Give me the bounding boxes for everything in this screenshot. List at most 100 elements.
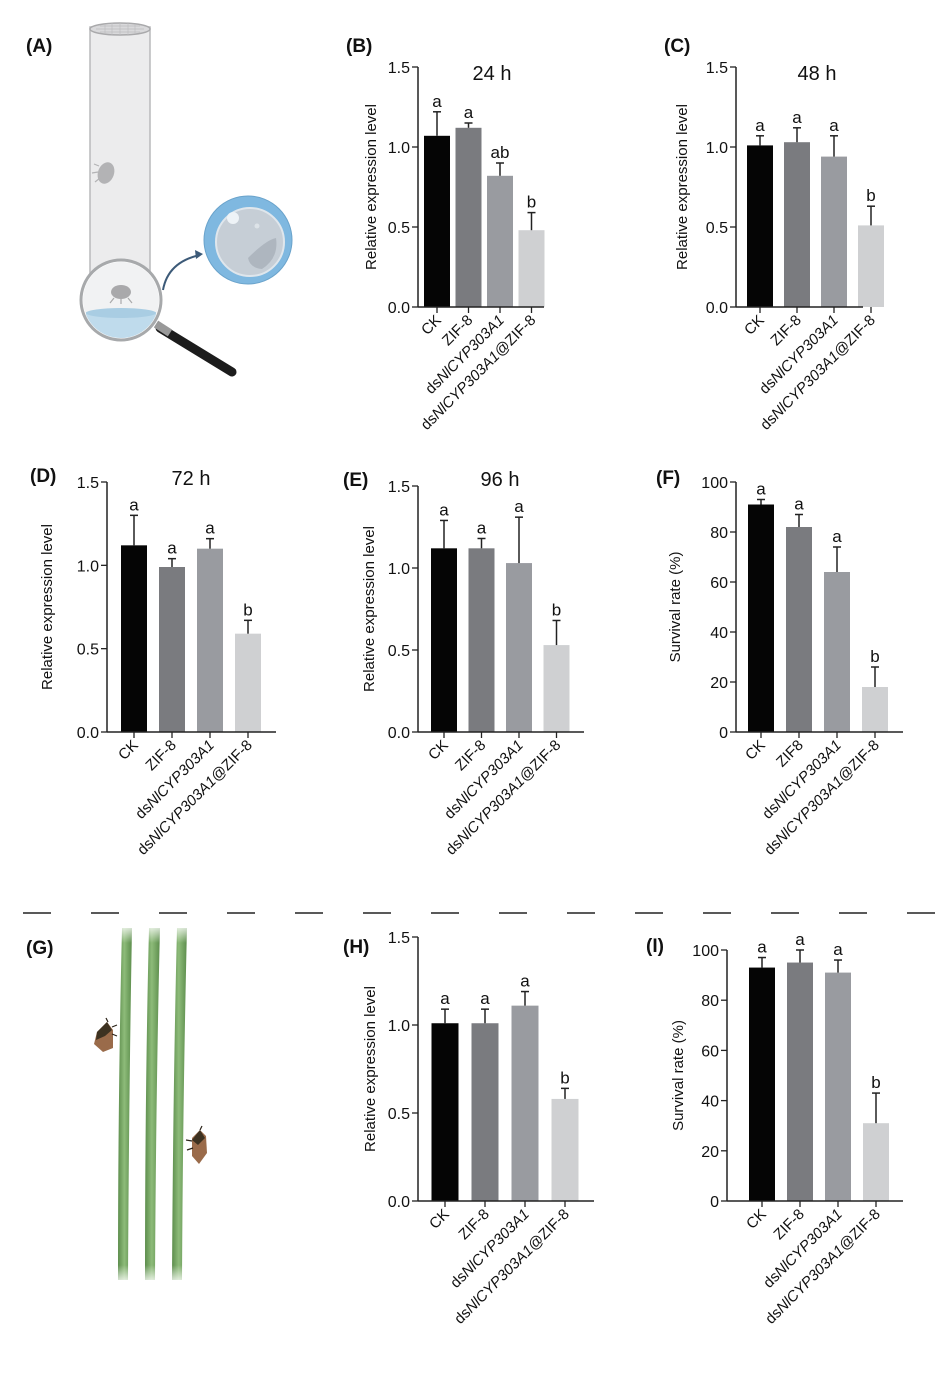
bar-ck bbox=[747, 145, 773, 307]
y-tick-label: 0 bbox=[710, 1194, 719, 1211]
significance-letter: a bbox=[464, 103, 474, 122]
magnifier-icon bbox=[79, 258, 237, 377]
bar-zif-8 bbox=[787, 962, 813, 1201]
y-tick-label: 0 bbox=[719, 725, 728, 742]
bar-zif-8 bbox=[784, 142, 810, 307]
chart-title: 96 h bbox=[481, 469, 520, 491]
arrow-head-icon bbox=[195, 250, 203, 259]
bar-dsnlcyp303a1-zif-8 bbox=[543, 645, 570, 732]
glass-tube-icon bbox=[89, 22, 151, 286]
y-axis-title: Relative expression level bbox=[362, 986, 379, 1152]
bar-dsnlcyp303a1-zif-8 bbox=[862, 687, 888, 732]
significance-letter: b bbox=[527, 193, 536, 212]
bar-dsnlcyp303a1-zif-8 bbox=[235, 633, 261, 732]
y-tick-label: 1.0 bbox=[77, 558, 99, 575]
y-tick-label: 0.5 bbox=[77, 642, 99, 659]
bar-zif-8 bbox=[468, 548, 495, 732]
panel-label: (I) bbox=[646, 936, 664, 957]
significance-letter: a bbox=[832, 527, 842, 546]
panel-label: (E) bbox=[343, 470, 368, 491]
significance-letter: a bbox=[792, 108, 802, 127]
panel-g-illustration: (G) bbox=[26, 925, 207, 1283]
bar-dsnlcyp303a1 bbox=[197, 548, 223, 732]
significance-letter: a bbox=[794, 495, 804, 514]
significance-letter: b bbox=[866, 186, 875, 205]
y-tick-label: 1.5 bbox=[77, 475, 99, 492]
droplet-icon bbox=[203, 195, 293, 285]
x-tick-label: CK bbox=[425, 737, 452, 764]
y-tick-label: 100 bbox=[701, 475, 728, 492]
y-axis-title: Relative expression level bbox=[39, 524, 56, 690]
significance-letter: b bbox=[870, 647, 879, 666]
x-tick-label: CK bbox=[742, 737, 769, 764]
planthopper-icon bbox=[185, 1125, 207, 1164]
bar-dsnlcyp303a1-zif-8 bbox=[551, 1098, 579, 1201]
chart-panel-i: (I)Survival rate (%)aCKaZIF-8adsNlCYP303… bbox=[646, 930, 903, 1328]
bar-zif-8 bbox=[455, 127, 482, 307]
significance-letter: b bbox=[243, 600, 252, 619]
significance-letter: ab bbox=[491, 143, 510, 162]
y-tick-label: 60 bbox=[710, 575, 728, 592]
panel-a-illustration: (A) bbox=[26, 22, 293, 377]
y-tick-label: 0.5 bbox=[388, 643, 410, 660]
bar-ck bbox=[748, 504, 774, 732]
y-tick-label: 1.0 bbox=[388, 561, 410, 578]
chart-panel-f: (F)Survival rate (%)aCKaZIF8adsNlCYP303A… bbox=[656, 468, 903, 859]
significance-letter: a bbox=[755, 116, 765, 135]
y-tick-label: 20 bbox=[710, 675, 728, 692]
chart-title: 24 h bbox=[473, 63, 512, 85]
bar-dsnlcyp303a1-zif-8 bbox=[858, 225, 884, 307]
panel-label: (B) bbox=[346, 36, 372, 57]
bar-zif-8 bbox=[471, 1023, 499, 1201]
y-tick-label: 1.5 bbox=[388, 60, 410, 77]
significance-letter: a bbox=[167, 539, 177, 558]
bar-dsnlcyp303a1-zif-8 bbox=[863, 1123, 889, 1201]
y-tick-label: 0.0 bbox=[77, 725, 99, 742]
significance-letter: b bbox=[552, 600, 561, 619]
panel-label: (F) bbox=[656, 468, 680, 489]
panel-label-a: (A) bbox=[26, 36, 52, 57]
significance-letter: a bbox=[757, 938, 767, 957]
chart-panel-h: (H)Relative expression level aCKaZIF-8ads… bbox=[343, 930, 594, 1328]
significance-letter: a bbox=[514, 497, 524, 516]
significance-letter: a bbox=[756, 480, 766, 499]
x-tick-label: CK bbox=[115, 737, 142, 764]
bar-dsnlcyp303a1 bbox=[821, 156, 847, 307]
y-axis-title: Relative expression level bbox=[363, 104, 380, 270]
x-tick-label: ZIF8 bbox=[773, 737, 807, 771]
significance-letter: a bbox=[477, 518, 487, 537]
planthopper-icon bbox=[94, 1017, 118, 1052]
y-tick-label: 0.0 bbox=[388, 1194, 410, 1211]
x-tick-label: ZIF-8 bbox=[455, 1206, 492, 1243]
bar-dsnlcyp303a1 bbox=[506, 563, 532, 732]
significance-letter: b bbox=[560, 1068, 569, 1087]
y-tick-label: 1.5 bbox=[388, 930, 410, 947]
y-axis-title: Relative expression level bbox=[674, 104, 691, 270]
y-tick-label: 80 bbox=[701, 993, 719, 1010]
y-tick-label: 0.5 bbox=[388, 220, 410, 237]
y-tick-label: 1.5 bbox=[388, 479, 410, 496]
panel-label: (C) bbox=[664, 36, 690, 57]
significance-letter: a bbox=[205, 519, 215, 538]
panel-label-g: (G) bbox=[26, 938, 53, 959]
significance-letter: a bbox=[795, 930, 805, 949]
bar-dsnlcyp303a1-zif-8 bbox=[518, 230, 545, 307]
significance-letter: a bbox=[439, 500, 449, 519]
bar-dsnlcyp303a1 bbox=[511, 1005, 539, 1201]
y-tick-label: 60 bbox=[701, 1043, 719, 1060]
bar-ck bbox=[431, 1023, 459, 1201]
bar-ck bbox=[749, 967, 775, 1201]
y-axis-title: Survival rate (%) bbox=[667, 552, 684, 663]
significance-letter: a bbox=[480, 989, 490, 1008]
bar-zif8 bbox=[786, 527, 812, 732]
significance-letter: a bbox=[129, 495, 139, 514]
bar-dsnlcyp303a1 bbox=[487, 175, 513, 307]
y-tick-label: 1.0 bbox=[706, 140, 728, 157]
y-tick-label: 20 bbox=[701, 1144, 719, 1161]
significance-letter: a bbox=[520, 972, 530, 991]
y-tick-label: 0.0 bbox=[706, 300, 728, 317]
bar-zif-8 bbox=[159, 567, 185, 732]
